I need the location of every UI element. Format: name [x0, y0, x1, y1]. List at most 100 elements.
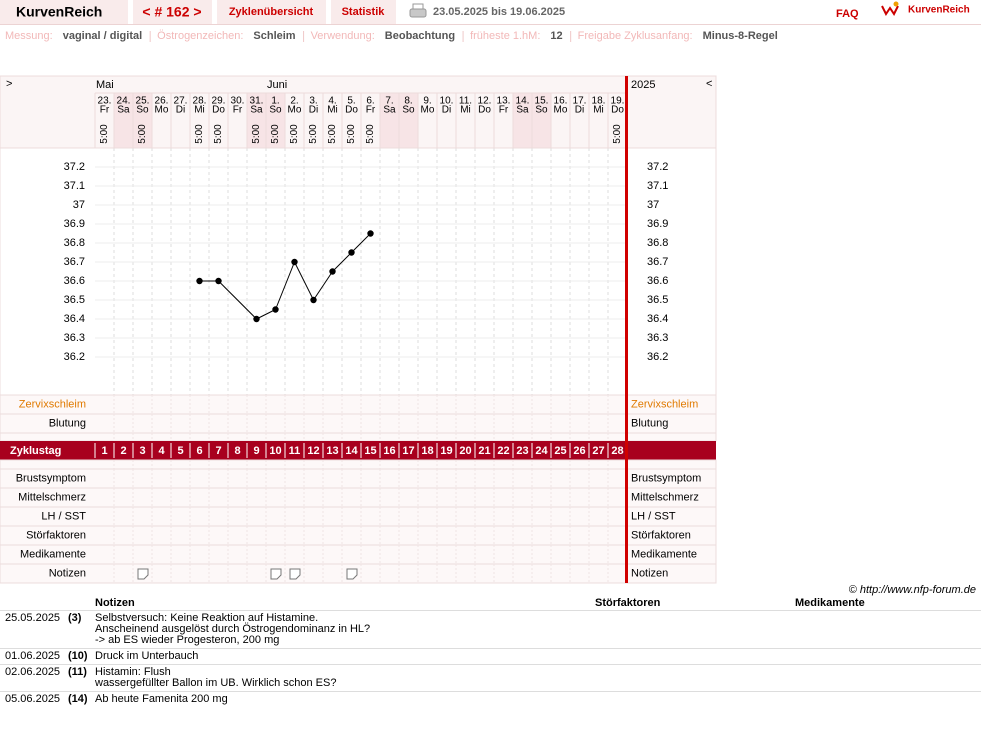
curve-segment [294, 261, 314, 301]
row-label: Medikamente [20, 548, 86, 560]
cycle-day: 21 [478, 445, 490, 457]
row-bg [0, 563, 717, 584]
temperature-point [348, 249, 355, 256]
nav-prev[interactable]: > [6, 78, 12, 90]
y-tick-label: 36.4 [64, 313, 85, 325]
curve-segment [218, 280, 257, 320]
setting-label: Freigabe Zyklusanfang: [578, 30, 693, 42]
y-tick-label: 36.9 [647, 218, 668, 230]
day-number: 29. [212, 96, 226, 107]
row-bg [0, 544, 717, 565]
day-number: 12. [478, 96, 492, 107]
weekday: Mo [421, 105, 435, 116]
tab-bg[interactable] [217, 0, 326, 24]
day-number: 6. [366, 96, 374, 107]
day-number: 19. [611, 96, 625, 107]
row-label: Zervixschleim [631, 398, 698, 410]
tab[interactable]: Statistik [342, 6, 386, 18]
brand[interactable]: KurvenReich [16, 4, 102, 20]
day-number: 25. [136, 96, 150, 107]
weekday: So [269, 105, 282, 116]
y-tick-label: 37.2 [647, 161, 668, 173]
weekday: Sa [516, 105, 529, 116]
cycle-day: 12 [307, 445, 319, 457]
curve-segment [351, 233, 371, 253]
time-label: 5:00 [308, 124, 319, 144]
cycle-day: 8 [234, 445, 240, 457]
row-label: Mittelschmerz [631, 491, 699, 503]
today-divider [625, 76, 628, 583]
weekday: Fr [100, 105, 110, 116]
time-label: 5:00 [327, 124, 338, 144]
note-text: Histamin: Flush [95, 666, 171, 678]
logo-dot [893, 1, 899, 7]
printer-icon[interactable] [409, 3, 427, 18]
day-number: 27. [174, 96, 188, 107]
logo-text[interactable]: KurvenReich [908, 5, 970, 16]
curve-segment [275, 261, 295, 310]
day-number: 16. [554, 96, 568, 107]
day-number: 26. [155, 96, 169, 107]
temperature-point [329, 268, 336, 275]
cycle-day: 26 [573, 445, 585, 457]
cycle-day: 27 [592, 445, 604, 457]
plot-frame [0, 147, 717, 396]
note-text: Anscheinend ausgelöst durch Östrogendomi… [95, 623, 370, 635]
day-number: 15. [535, 96, 549, 107]
month-label: Juni [267, 79, 287, 91]
weekday: So [535, 105, 548, 116]
note-icon[interactable] [270, 568, 282, 580]
cycle-day: 1 [101, 445, 107, 457]
day-number: 8. [404, 96, 412, 107]
cycle-day: 20 [459, 445, 471, 457]
note-icon[interactable] [289, 568, 301, 580]
cycle-day: 6 [196, 445, 202, 457]
setting-label: Östrogenzeichen: [157, 30, 243, 42]
weekday: Mi [460, 105, 471, 116]
setting-value: vaginal / digital [63, 30, 142, 42]
cycle-day: 2 [120, 445, 126, 457]
y-tick-label: 36.9 [64, 218, 85, 230]
y-tick-label: 36.3 [647, 332, 668, 344]
weekday: Mi [327, 105, 338, 116]
setting-label: Messung: [5, 30, 53, 42]
setting-value: 12 [550, 30, 562, 42]
weekend-shade [399, 93, 418, 148]
day-number: 2. [290, 96, 298, 107]
note-date: 25.05.2025 [5, 612, 60, 624]
cycle-nav[interactable]: < # 162 > [142, 4, 201, 20]
tab-bg[interactable] [331, 0, 396, 24]
faq-link[interactable]: FAQ [836, 8, 859, 20]
time-label: 5:00 [289, 124, 300, 144]
weekday: Fr [499, 105, 509, 116]
row-bg [0, 468, 717, 489]
time-label: 5:00 [137, 124, 148, 144]
cycle-day: 25 [554, 445, 566, 457]
day-number: 17. [573, 96, 587, 107]
setting-label: Verwendung: [311, 30, 375, 42]
table-header: Störfaktoren [595, 597, 661, 609]
nav-next[interactable]: < [706, 78, 712, 90]
row-label: Brustsymptom [16, 472, 86, 484]
cycle-day: 14 [345, 445, 358, 457]
temperature-point [367, 230, 374, 237]
cycle-day: 4 [158, 445, 165, 457]
cycle-day: 18 [421, 445, 433, 457]
weekday: Do [478, 105, 491, 116]
logo-icon [881, 1, 899, 16]
weekday: Mo [155, 105, 169, 116]
day-number: 4. [328, 96, 336, 107]
cycle-day: 15 [364, 445, 376, 457]
row-bg [0, 413, 717, 434]
note-date: 02.06.2025 [5, 666, 60, 678]
weekday: Mi [194, 105, 205, 116]
note-icon[interactable] [137, 568, 149, 580]
day-number: 23. [98, 96, 112, 107]
row-bg [0, 432, 717, 442]
note-icon[interactable] [346, 568, 358, 580]
cycle-day: 13 [326, 445, 338, 457]
tab[interactable]: Zyklenübersicht [229, 6, 314, 18]
cycle-nav-tab[interactable] [133, 0, 212, 24]
weekday: Di [575, 105, 584, 116]
row-bg [0, 394, 717, 415]
